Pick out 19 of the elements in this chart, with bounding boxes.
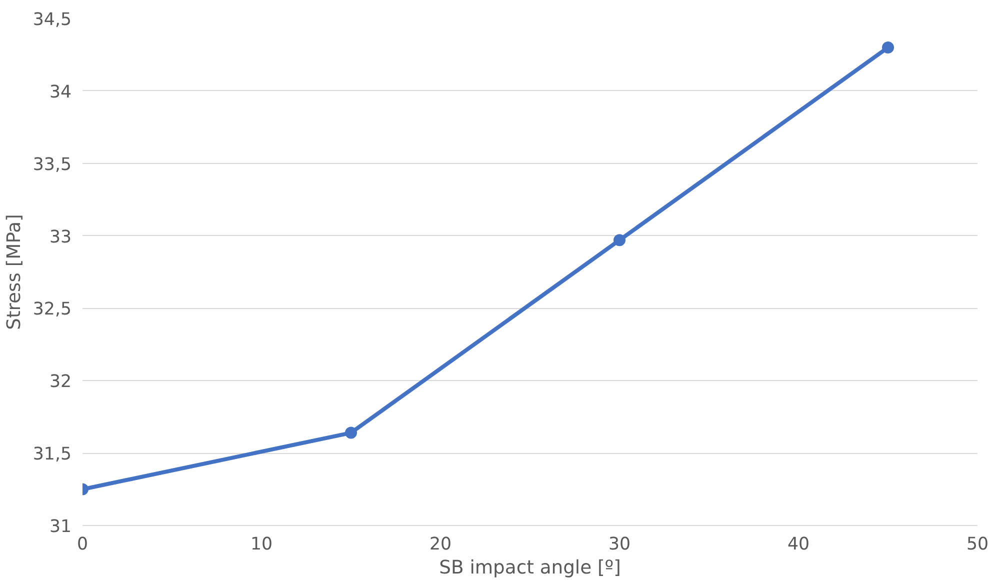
x-tick-label: 20 bbox=[429, 534, 452, 554]
point bbox=[345, 426, 357, 439]
y-tick-label: 34,5 bbox=[32, 10, 72, 30]
y-tick-label: 34 bbox=[49, 82, 72, 102]
y-tick-label: 31 bbox=[49, 517, 72, 537]
y-tick-label: 31,5 bbox=[32, 444, 72, 465]
x-tick-label: 40 bbox=[787, 534, 810, 554]
y-tick-label: 33,5 bbox=[32, 154, 72, 175]
x-tick-label: 30 bbox=[608, 534, 631, 554]
y-tick-label: 33 bbox=[49, 227, 72, 248]
y-tick-label: 32 bbox=[49, 372, 72, 392]
x-tick-label: 0 bbox=[76, 534, 88, 554]
point bbox=[614, 234, 626, 246]
x-axis-title: SB impact angle [º] bbox=[439, 558, 621, 578]
x-tick-label: 50 bbox=[966, 534, 989, 554]
x-tick-label: 10 bbox=[250, 534, 273, 554]
y-tick-label: 32,5 bbox=[32, 300, 72, 320]
y-axis-title: Stress [MPa] bbox=[4, 214, 25, 330]
point bbox=[882, 41, 894, 54]
